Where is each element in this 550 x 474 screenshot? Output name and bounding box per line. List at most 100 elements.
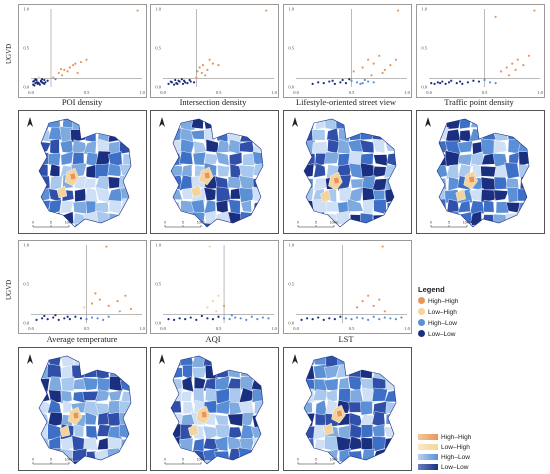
map-district — [519, 223, 529, 227]
data-point — [116, 300, 119, 303]
map-district — [47, 459, 60, 464]
map-district — [48, 199, 62, 215]
map-district — [73, 424, 85, 438]
x-tick-label: 0.0 — [160, 90, 166, 95]
data-point — [180, 78, 183, 81]
map-district — [493, 119, 508, 131]
data-point — [63, 317, 66, 320]
map-district — [397, 436, 411, 452]
legend-title: Legend — [418, 285, 445, 294]
map-district — [84, 127, 97, 143]
data-point — [433, 82, 436, 85]
scatter-panel-aqi: 0.0 0.0 0.5 0.5 1.0 1.0 — [150, 240, 279, 334]
north-arrow-icon — [159, 354, 165, 364]
data-point — [378, 298, 381, 301]
data-point — [333, 82, 336, 85]
map-district — [171, 388, 183, 403]
map-district — [132, 448, 146, 462]
data-point — [107, 315, 110, 318]
map-district — [457, 140, 473, 153]
map-district — [59, 356, 75, 367]
map-district — [361, 387, 376, 404]
map-district — [59, 461, 73, 464]
map-district — [39, 399, 51, 417]
map-legend-swatch-high-low — [418, 454, 438, 460]
map-district — [251, 127, 263, 143]
north-arrow-icon — [292, 117, 298, 127]
map-district — [531, 212, 544, 223]
map-district — [48, 376, 63, 393]
data-point — [102, 318, 105, 321]
data-point — [90, 302, 94, 305]
map-district — [517, 201, 529, 216]
map-district — [304, 187, 314, 202]
data-point — [447, 81, 451, 84]
title-poi-density: POI density — [61, 97, 103, 107]
map-district — [492, 213, 509, 227]
map-district — [458, 223, 473, 227]
map-district — [396, 400, 411, 415]
scatter-panel-poi-density: 0.0 0.0 0.5 0.5 1.0 1.0 — [18, 4, 147, 98]
map-district — [530, 128, 544, 142]
map-district — [495, 201, 510, 214]
map-regions — [437, 119, 544, 227]
map-district — [205, 139, 219, 153]
data-point — [57, 318, 60, 321]
scale-bar-label: 10km — [197, 221, 206, 225]
data-point — [79, 60, 83, 64]
map-district — [226, 436, 243, 450]
data-point — [394, 58, 397, 61]
data-point — [211, 62, 215, 65]
map-district — [504, 119, 521, 131]
map-district-hotspot-core — [468, 175, 475, 184]
map-district — [83, 437, 99, 451]
y-tick-label: 0.5 — [155, 46, 161, 51]
map-district — [119, 448, 131, 464]
map-district — [395, 365, 396, 380]
map-district — [385, 461, 396, 464]
data-point — [522, 64, 525, 67]
scale-bar: 0 5 10km — [297, 221, 338, 228]
map-district — [371, 138, 386, 154]
map-district — [230, 187, 242, 200]
map-district — [265, 413, 277, 428]
map-district — [74, 222, 85, 227]
data-point — [483, 78, 486, 82]
map-district — [60, 151, 74, 166]
data-point — [355, 316, 359, 319]
data-point — [182, 79, 186, 82]
data-point — [41, 78, 44, 81]
map-district — [227, 378, 242, 390]
map-district — [384, 139, 396, 152]
map-district — [397, 164, 410, 178]
x-tick-label: 0.0 — [293, 90, 299, 95]
map-district — [239, 128, 255, 142]
data-point — [370, 74, 373, 77]
data-point — [46, 79, 49, 82]
x-tick-label: 0.5 — [84, 90, 90, 95]
data-point — [217, 315, 220, 318]
map-district — [326, 389, 338, 403]
data-point — [59, 67, 63, 71]
map-district — [108, 200, 122, 215]
map-district — [398, 224, 411, 233]
data-point — [32, 80, 35, 83]
map-district — [384, 364, 396, 377]
data-point — [217, 294, 220, 297]
map-district — [134, 187, 144, 201]
map-district — [445, 164, 460, 179]
data-point — [186, 82, 189, 85]
map-district — [360, 356, 376, 367]
map-district — [60, 376, 75, 392]
map-district — [205, 460, 218, 464]
data-point — [206, 68, 209, 71]
map-district — [264, 214, 278, 227]
data-point — [322, 82, 325, 85]
map-district-hotspot-core — [72, 411, 80, 420]
map-district — [60, 200, 74, 214]
map-district — [107, 163, 122, 177]
data-point — [66, 315, 69, 318]
data-point — [178, 317, 181, 320]
map-district — [46, 363, 62, 378]
data-point — [43, 314, 46, 318]
